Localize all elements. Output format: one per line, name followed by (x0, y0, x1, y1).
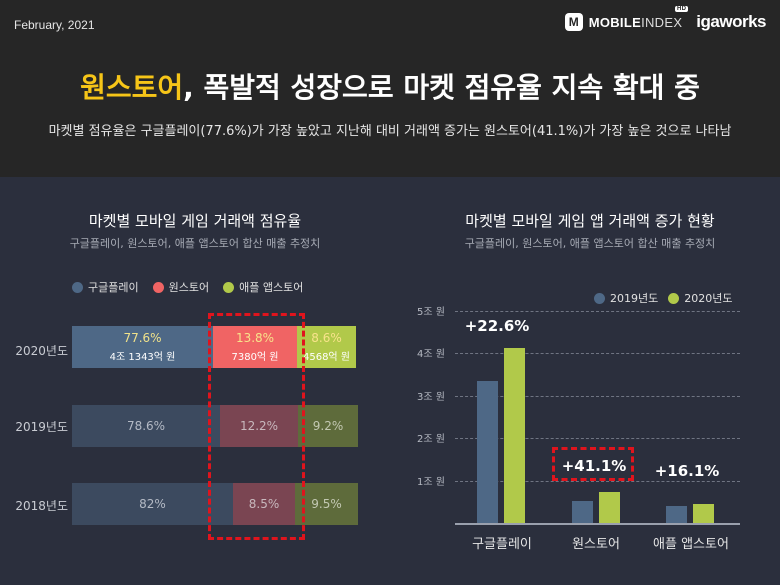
gridline (455, 353, 740, 354)
segment-amount: 4조 1343억 원 (109, 352, 176, 363)
legend-item-2020: 2020년도 (668, 290, 732, 306)
legend-label: 원스토어 (168, 281, 210, 294)
bar-onestore-2020 (599, 492, 620, 523)
hd-badge: HD (675, 5, 689, 12)
segment-apple-2018: 9.5% (295, 483, 358, 525)
left-legend: 구글플레이 원스토어 애플 앱스토어 (72, 279, 303, 295)
growth-label-onestore: +41.1% (561, 457, 627, 475)
legend-label: 2020년도 (684, 292, 733, 305)
legend-dot-icon (594, 292, 605, 304)
segment-pct: 9.2% (312, 419, 344, 433)
x-axis-line (455, 523, 740, 525)
segment-pct: 8.6% (311, 331, 342, 345)
logo-text-bold: MOBILE (588, 14, 642, 30)
logo-text-light: INDEX (641, 14, 683, 30)
gridline (455, 396, 740, 397)
legend-item-onestore: 원스토어 (152, 279, 210, 295)
segment-google-2020: 77.6% 4조 1343억 원 (72, 326, 213, 368)
growth-label-apple: +16.1% (654, 462, 720, 480)
bar-onestore-2019 (572, 501, 593, 523)
row-label-2019: 2019년도 (15, 420, 68, 434)
left-chart-title: 마켓별 모바일 게임 거래액 점유율 (88, 212, 302, 230)
legend-label: 2019년도 (610, 292, 659, 305)
segment-onestore-2019: 12.2% (220, 405, 298, 447)
legend-dot-icon (72, 281, 83, 293)
segment-pct: 9.5% (311, 497, 342, 511)
segment-apple-2019: 9.2% (298, 405, 358, 447)
igaworks-logo: igaworks (696, 12, 766, 31)
left-chart-subtitle: 구글플레이, 원스토어, 애플 앱스토어 합산 매출 추정치 (69, 237, 321, 250)
segment-pct: 8.5% (248, 497, 280, 511)
bar-apple-2020 (693, 504, 714, 523)
share-bar-2019: 78.6% 12.2% 9.2% (72, 405, 358, 447)
logos: M MOBILEINDEX HD igaworks (564, 5, 766, 32)
legend-item-2019: 2019년도 (594, 290, 658, 306)
report-date: February, 2021 (14, 18, 95, 32)
mobileindex-logo-icon: M (564, 13, 583, 31)
share-bar-2020: 77.6% 4조 1343억 원 13.8% 7380억 원 8.6% 4568… (72, 326, 356, 368)
legend-dot-icon (223, 281, 235, 293)
segment-amount: 4568억 원 (302, 352, 351, 363)
x-label-google: 구글플레이 (472, 537, 532, 552)
gridline (455, 481, 740, 482)
gridline (455, 438, 740, 439)
right-chart-title: 마켓별 모바일 게임 앱 거래액 증가 현황 (465, 212, 715, 230)
legend-label: 구글플레이 (88, 281, 139, 294)
legend-dot-icon (152, 281, 164, 293)
legend-item-apple: 애플 앱스토어 (223, 279, 303, 295)
row-label-2020: 2020년도 (15, 344, 68, 358)
segment-amount: 7380억 원 (231, 352, 279, 363)
segment-pct: 82% (139, 497, 166, 511)
y-tick-2: 2조 원 (417, 434, 445, 445)
mobileindex-logo: MOBILEINDEX HD (588, 5, 689, 30)
onestore-growth-highlight-box (552, 447, 634, 481)
gridline (455, 311, 740, 312)
legend-item-google: 구글플레이 (72, 279, 139, 295)
segment-pct: 12.2% (239, 419, 279, 433)
bar-google-2019 (477, 381, 498, 523)
header: February, 2021 M MOBILEINDEX HD igaworks… (0, 0, 780, 177)
y-tick-4: 4조 원 (417, 349, 445, 360)
legend-dot-icon (668, 292, 680, 304)
share-bar-2018: 82% 8.5% 9.5% (72, 483, 358, 525)
segment-apple-2020: 8.6% 4568억 원 (297, 326, 356, 368)
right-chart-subtitle: 구글플레이, 원스토어, 애플 앱스토어 합산 매출 추정치 (464, 237, 716, 250)
segment-google-2019: 78.6% (72, 405, 220, 447)
growth-label-google: +22.6% (464, 317, 530, 335)
segment-onestore-2020: 13.8% 7380억 원 (213, 326, 297, 368)
x-label-onestore: 원스토어 (572, 537, 620, 552)
x-label-apple: 애플 앱스토어 (653, 537, 729, 552)
y-tick-5: 5조 원 (417, 307, 445, 318)
segment-google-2018: 82% (72, 483, 233, 525)
title-rest: , 폭발적 성장으로 마켓 점유율 지속 확대 중 (183, 71, 700, 104)
page-subtitle: 마켓별 점유율은 구글플레이(77.6%)가 가장 높았고 지난해 대비 거래액… (48, 124, 732, 139)
bar-google-2020 (504, 348, 525, 523)
y-tick-3: 3조 원 (417, 392, 445, 403)
title-highlight: 원스토어 (80, 71, 184, 104)
page-title: 원스토어, 폭발적 성장으로 마켓 점유율 지속 확대 중 (0, 66, 780, 106)
right-legend: 2019년도 2020년도 (594, 290, 732, 306)
segment-pct: 77.6% (123, 331, 162, 345)
segment-onestore-2018: 8.5% (233, 483, 295, 525)
segment-pct: 78.6% (126, 419, 166, 433)
y-tick-1: 1조 원 (417, 477, 445, 488)
onestore-highlight-box (208, 313, 305, 540)
row-label-2018: 2018년도 (15, 499, 68, 513)
segment-pct: 13.8% (235, 331, 275, 345)
legend-label: 애플 앱스토어 (239, 281, 304, 294)
bar-apple-2019 (666, 506, 687, 523)
